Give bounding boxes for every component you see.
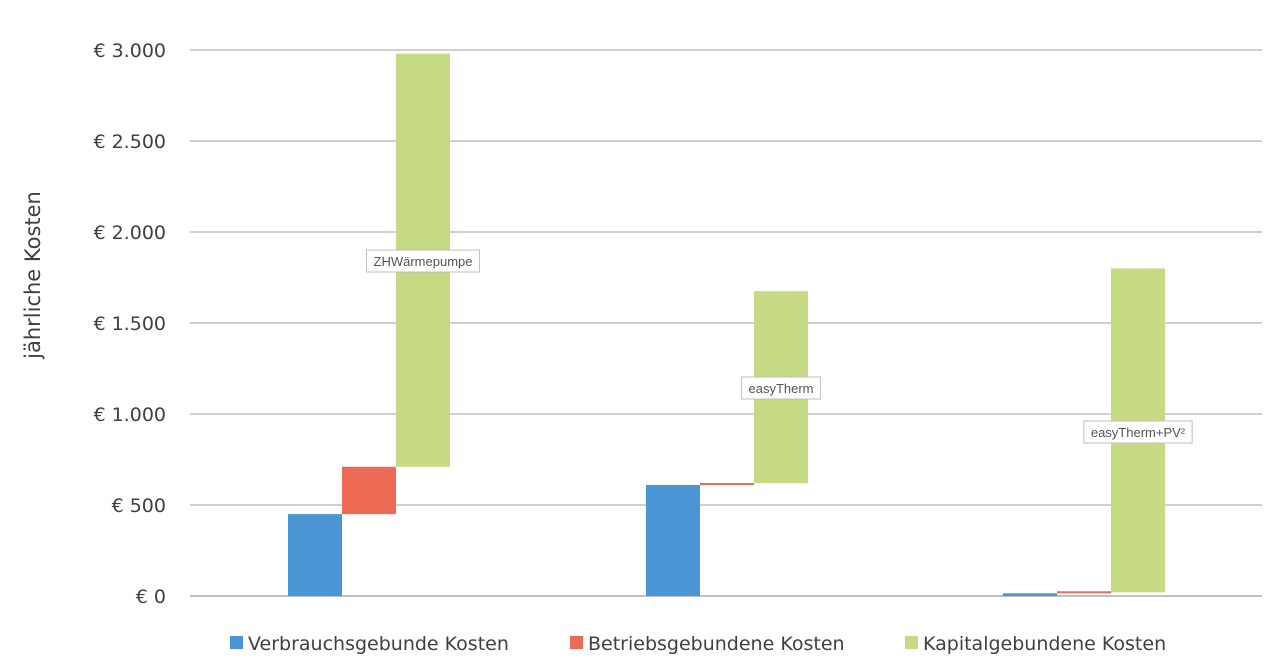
legend-entry: Kapitalgebundene Kosten (905, 633, 1166, 655)
legend-label: Kapitalgebundene Kosten (923, 633, 1166, 655)
category-callout: easyTherm+PV² (1083, 420, 1193, 444)
legend-swatch (905, 636, 918, 649)
y-tick-label: € 3.000 (93, 40, 166, 62)
legend: Verbrauchsgebunde Kosten Betriebsgebunden… (230, 633, 1166, 655)
y-tick-label: € 0 (136, 586, 166, 608)
category-label: easyTherm+PV² (1091, 425, 1186, 440)
category-label-box (1083, 420, 1193, 444)
legend-label: Verbrauchsgebunde Kosten (248, 633, 509, 655)
y-axis-title: jährliche Kosten (21, 191, 45, 360)
y-tick-label: € 2.000 (93, 222, 166, 244)
bar-betriebsgebundene-kosten-0 (342, 466, 396, 515)
bar-betriebsgebundene-kosten-2 (1057, 591, 1111, 594)
legend-swatch (570, 636, 583, 649)
bar-betriebsgebundene-kosten-1 (700, 482, 754, 485)
category-label-box (366, 249, 480, 273)
category-label-box (740, 376, 822, 400)
category-callouts: ZHWärmepumpe easyTherm easyTherm+PV² (366, 249, 1193, 444)
y-axis-tick-labels: € 0 € 500 € 1.000 € 1.500 € 2.000 € 2.500 € 3.… (93, 40, 166, 608)
bar-verbrauchsgebunde-kosten-2 (1003, 593, 1057, 596)
category-label: easyTherm (748, 381, 813, 396)
category-callout: easyTherm (740, 376, 822, 400)
bars (288, 53, 1165, 596)
bar-verbrauchsgebunde-kosten-1 (646, 484, 700, 596)
category-label: ZHWärmepumpe (374, 254, 473, 269)
bar-verbrauchsgebunde-kosten-0 (288, 514, 342, 596)
y-tick-label: € 1.500 (93, 313, 166, 335)
category-callout: ZHWärmepumpe (366, 249, 480, 273)
legend-entry: Betriebsgebundene Kosten (570, 633, 845, 655)
legend-entry: Verbrauchsgebunde Kosten (230, 633, 509, 655)
y-tick-label: € 1.000 (93, 404, 166, 426)
y-tick-label: € 500 (112, 495, 166, 517)
y-tick-label: € 2.500 (93, 131, 166, 153)
legend-label: Betriebsgebundene Kosten (588, 633, 845, 655)
legend-swatch (230, 636, 243, 649)
